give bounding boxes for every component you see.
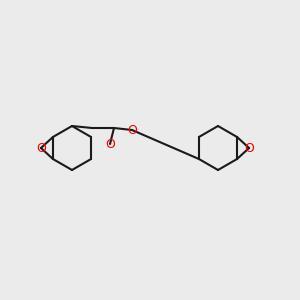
- Text: O: O: [105, 137, 115, 151]
- Text: O: O: [244, 142, 254, 154]
- Text: O: O: [36, 142, 46, 154]
- Text: O: O: [127, 124, 137, 136]
